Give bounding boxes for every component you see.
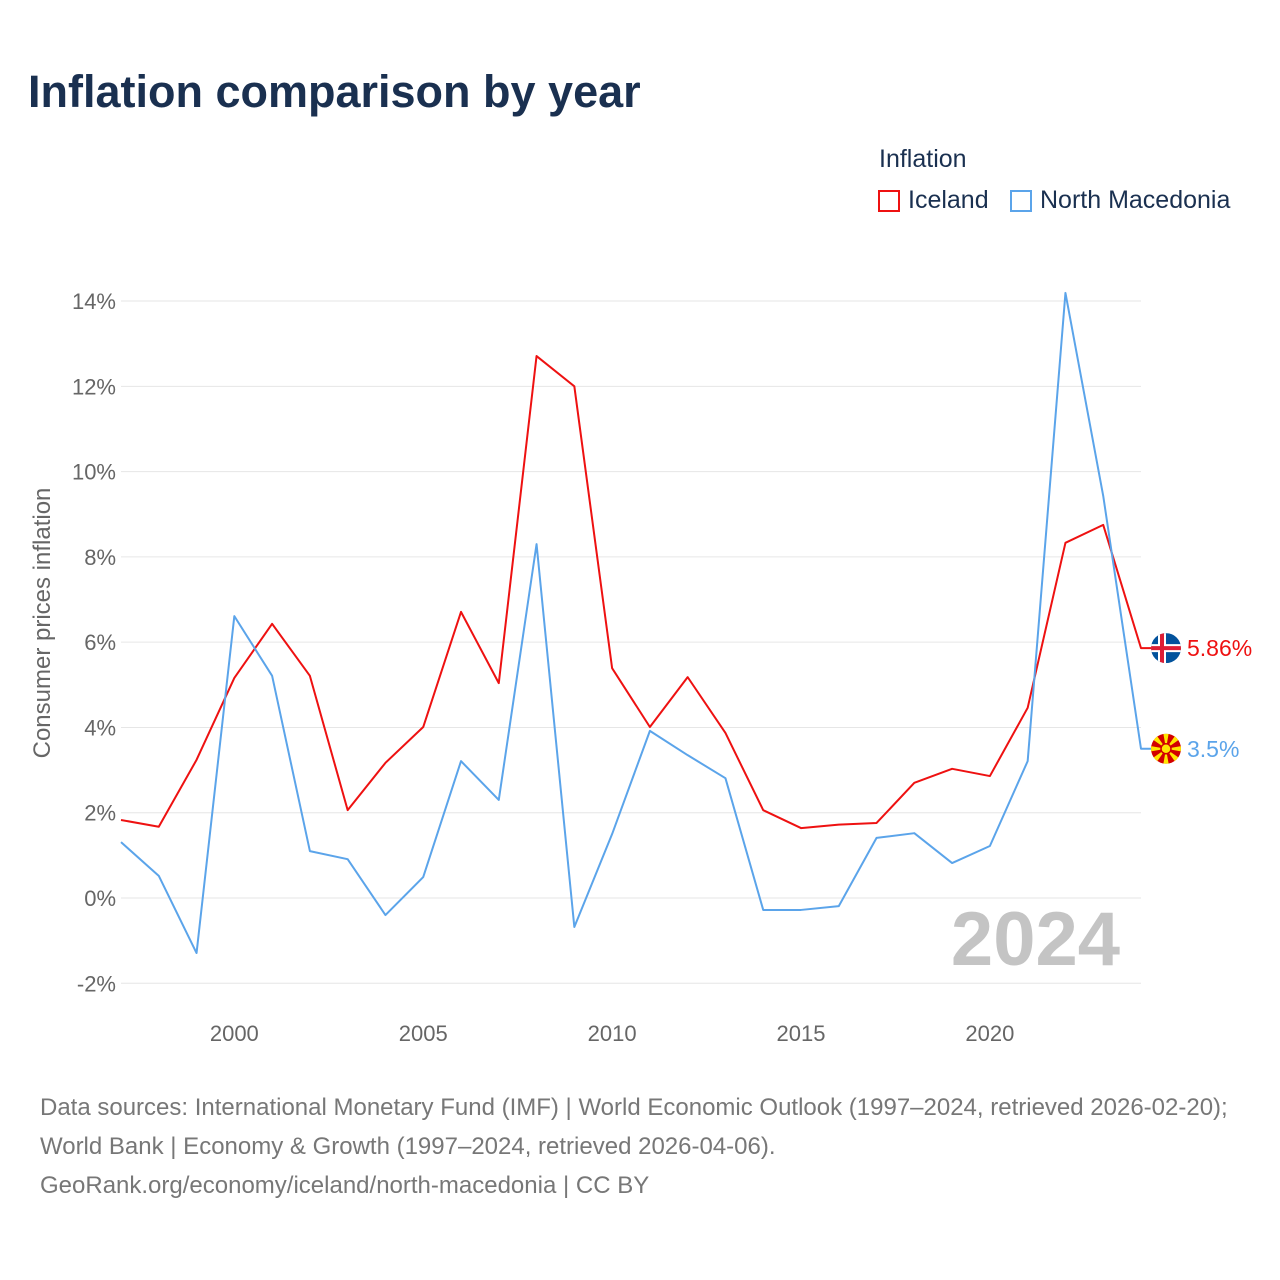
- end-value-label-iceland: 5.86%: [1187, 635, 1252, 661]
- data-point-iceland[interactable]: [195, 758, 199, 762]
- legend-swatch-iceland: [878, 189, 900, 212]
- data-point-north-macedonia[interactable]: [799, 908, 803, 912]
- chart-title: Inflation comparison by year: [28, 66, 641, 117]
- footer: Data sources: International Monetary Fun…: [40, 1088, 1250, 1205]
- data-point-iceland[interactable]: [950, 767, 954, 771]
- y-tick-label: -2%: [77, 971, 116, 996]
- data-point-iceland[interactable]: [270, 622, 274, 626]
- data-point-iceland[interactable]: [837, 823, 841, 827]
- data-point-iceland[interactable]: [459, 610, 463, 614]
- legend-label-north-macedonia: North Macedonia: [1040, 186, 1231, 214]
- north-macedonia-flag-icon: [1151, 733, 1181, 764]
- y-tick-label: 10%: [72, 460, 116, 485]
- y-tick-label: 6%: [84, 630, 116, 655]
- data-point-north-macedonia[interactable]: [195, 951, 199, 955]
- data-point-north-macedonia[interactable]: [232, 614, 236, 618]
- data-point-iceland[interactable]: [535, 354, 539, 358]
- data-point-iceland[interactable]: [572, 384, 576, 388]
- y-tick-label: 14%: [72, 289, 116, 314]
- data-point-iceland[interactable]: [610, 666, 614, 670]
- data-point-iceland[interactable]: [1026, 706, 1030, 710]
- data-point-north-macedonia[interactable]: [1063, 291, 1067, 295]
- data-point-iceland[interactable]: [686, 675, 690, 679]
- series-line-iceland[interactable]: [120, 355, 1151, 830]
- data-point-north-macedonia[interactable]: [1101, 494, 1105, 498]
- data-point-iceland[interactable]: [421, 725, 425, 729]
- data-point-iceland[interactable]: [119, 818, 123, 822]
- y-tick-label: 4%: [84, 715, 116, 740]
- legend-item-north-macedonia[interactable]: North Macedonia: [1010, 186, 1230, 215]
- data-point-iceland[interactable]: [383, 761, 387, 765]
- y-tick-label: 12%: [72, 374, 116, 399]
- data-point-north-macedonia[interactable]: [383, 913, 387, 917]
- data-point-north-macedonia[interactable]: [497, 798, 501, 802]
- data-point-north-macedonia[interactable]: [875, 836, 879, 840]
- x-tick-label: 2005: [399, 1021, 448, 1046]
- data-point-iceland[interactable]: [1101, 523, 1105, 527]
- data-point-iceland[interactable]: [308, 674, 312, 678]
- data-point-north-macedonia[interactable]: [421, 875, 425, 879]
- data-point-iceland[interactable]: [723, 731, 727, 735]
- legend-swatch-north-macedonia: [1010, 189, 1032, 212]
- data-point-north-macedonia[interactable]: [572, 925, 576, 929]
- iceland-flag-icon: [1151, 633, 1181, 664]
- data-point-north-macedonia[interactable]: [648, 729, 652, 733]
- data-point-north-macedonia[interactable]: [308, 849, 312, 853]
- data-point-iceland[interactable]: [497, 681, 501, 685]
- series-line-north-macedonia[interactable]: [120, 291, 1151, 955]
- y-tick-label: 8%: [84, 545, 116, 570]
- data-point-iceland[interactable]: [1063, 541, 1067, 545]
- data-point-iceland[interactable]: [232, 676, 236, 680]
- y-tick-label: 0%: [84, 886, 116, 911]
- y-tick-label: 2%: [84, 801, 116, 826]
- x-tick-label: 2000: [210, 1021, 259, 1046]
- legend-label-iceland: Iceland: [908, 186, 989, 214]
- data-point-north-macedonia[interactable]: [119, 840, 123, 844]
- end-value-label-north-macedonia: 3.5%: [1187, 736, 1239, 762]
- data-point-north-macedonia[interactable]: [270, 674, 274, 678]
- data-point-iceland[interactable]: [761, 808, 765, 812]
- legend-item-iceland[interactable]: Iceland: [878, 186, 989, 215]
- data-point-iceland[interactable]: [875, 821, 879, 825]
- data-point-iceland[interactable]: [912, 781, 916, 785]
- data-point-north-macedonia[interactable]: [761, 908, 765, 912]
- data-point-north-macedonia[interactable]: [535, 542, 539, 546]
- data-point-iceland[interactable]: [1139, 646, 1143, 650]
- data-point-north-macedonia[interactable]: [837, 904, 841, 908]
- data-point-north-macedonia[interactable]: [610, 832, 614, 836]
- data-point-north-macedonia[interactable]: [1026, 759, 1030, 763]
- credit-link[interactable]: GeoRank.org/economy/iceland/north-macedo…: [40, 1172, 650, 1199]
- y-axis-label: Consumer prices inflation: [29, 488, 56, 759]
- x-tick-label: 2020: [965, 1021, 1014, 1046]
- x-tick-label: 2015: [777, 1021, 826, 1046]
- data-point-north-macedonia[interactable]: [157, 874, 161, 878]
- data-point-north-macedonia[interactable]: [988, 844, 992, 848]
- data-point-north-macedonia[interactable]: [346, 857, 350, 861]
- x-tick-label: 2010: [588, 1021, 637, 1046]
- year-watermark: 2024: [951, 897, 1120, 982]
- data-point-iceland[interactable]: [799, 826, 803, 830]
- data-point-iceland[interactable]: [988, 774, 992, 778]
- legend-title: Inflation: [879, 145, 967, 173]
- data-point-north-macedonia[interactable]: [912, 831, 916, 835]
- data-point-iceland[interactable]: [346, 808, 350, 812]
- data-point-north-macedonia[interactable]: [459, 759, 463, 763]
- data-point-north-macedonia[interactable]: [1139, 747, 1143, 751]
- data-point-north-macedonia[interactable]: [950, 861, 954, 865]
- data-point-iceland[interactable]: [648, 725, 652, 729]
- data-sources: Data sources: International Monetary Fun…: [40, 1094, 1228, 1160]
- data-point-north-macedonia[interactable]: [723, 776, 727, 780]
- data-point-iceland[interactable]: [157, 825, 161, 829]
- data-point-north-macedonia[interactable]: [686, 753, 690, 757]
